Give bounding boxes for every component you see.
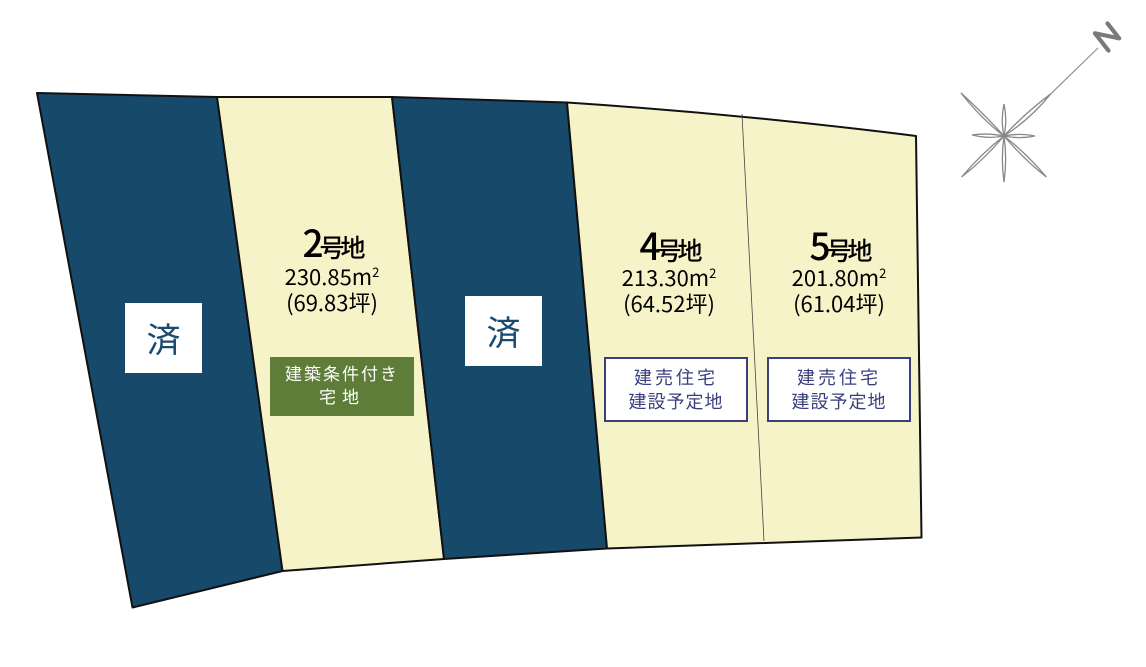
svg-text:建築条件付き: 建築条件付き <box>285 360 399 385</box>
svg-text:済: 済 <box>487 306 521 355</box>
svg-text:建売住宅: 建売住宅 <box>634 364 718 390</box>
svg-text:建設予定地: 建設予定地 <box>629 388 724 414</box>
svg-text:(61.04坪): (61.04坪) <box>793 287 885 319</box>
svg-text:建売住宅: 建売住宅 <box>797 364 881 390</box>
svg-text:建設予定地: 建設予定地 <box>792 388 887 414</box>
svg-text:(64.52坪): (64.52坪) <box>623 287 715 319</box>
svg-text:宅地: 宅地 <box>319 383 365 408</box>
svg-text:済: 済 <box>147 313 181 362</box>
svg-text:(69.83坪): (69.83坪) <box>286 286 378 318</box>
